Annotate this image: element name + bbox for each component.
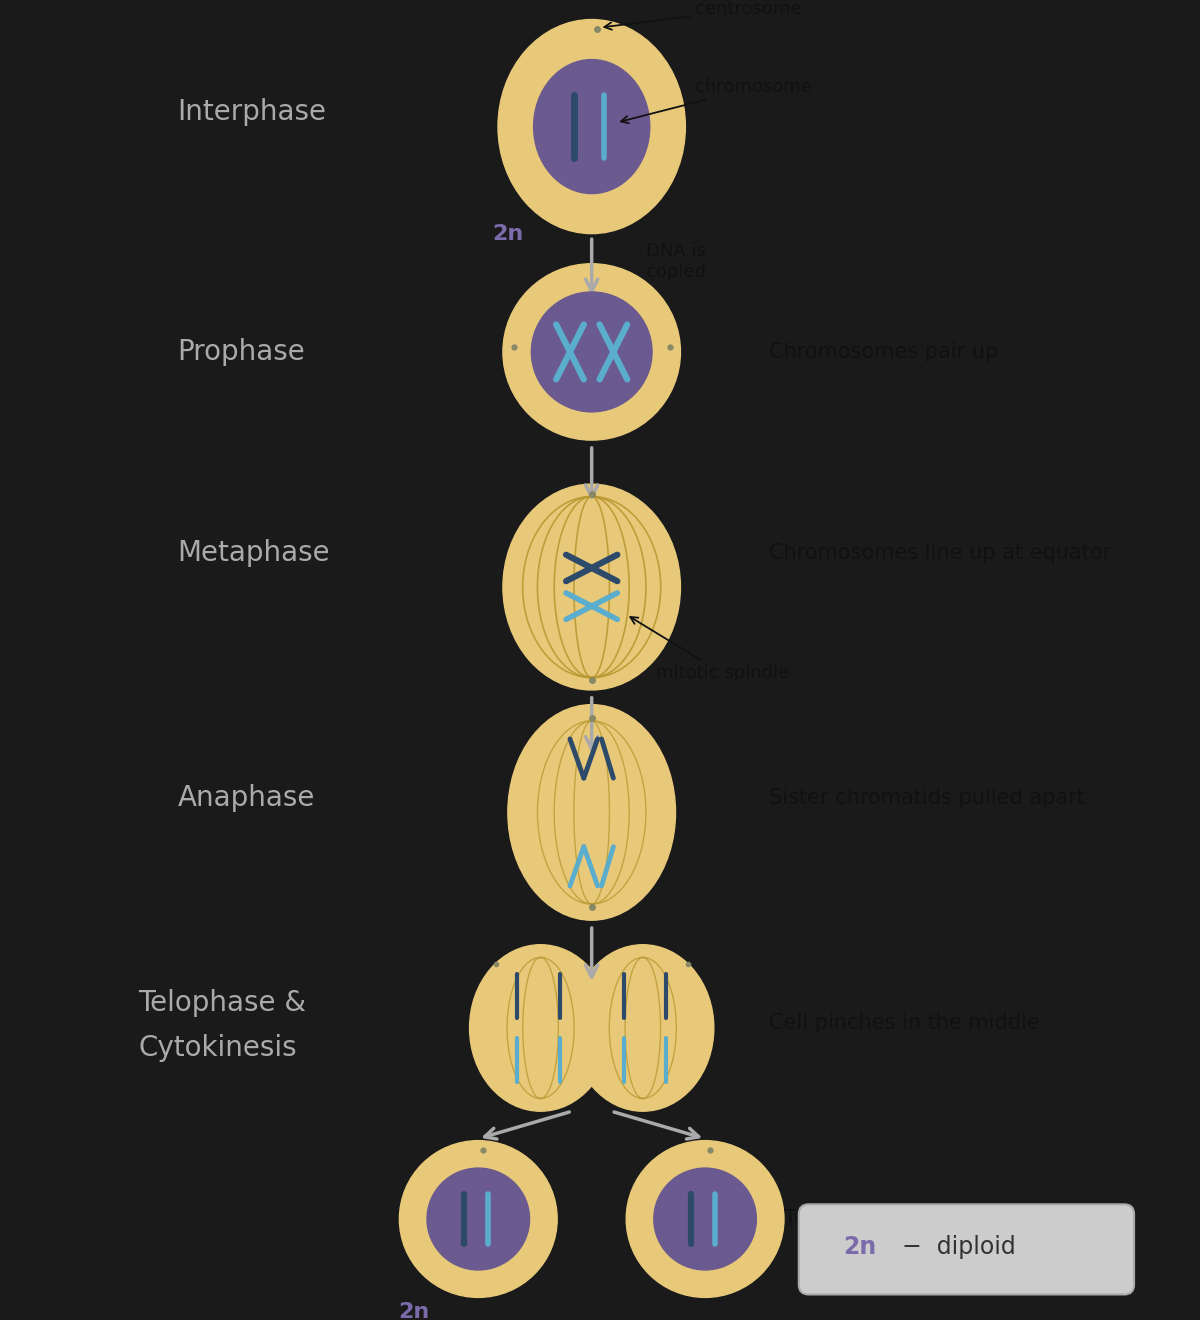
Ellipse shape [400, 1140, 557, 1298]
Text: Cytokinesis: Cytokinesis [138, 1034, 296, 1061]
Text: Cell pinches in the middle: Cell pinches in the middle [769, 1012, 1040, 1034]
Ellipse shape [534, 59, 649, 194]
Text: Prophase: Prophase [178, 338, 305, 366]
Ellipse shape [469, 945, 612, 1111]
Text: Telophase &: Telophase & [138, 990, 306, 1018]
Ellipse shape [626, 1140, 784, 1298]
Text: mitotic spindle: mitotic spindle [630, 616, 790, 682]
Text: Chromosomes line up at equator: Chromosomes line up at equator [769, 543, 1111, 562]
FancyBboxPatch shape [799, 1204, 1134, 1295]
Ellipse shape [654, 1168, 756, 1270]
Text: centrosome: centrosome [605, 0, 802, 30]
Ellipse shape [503, 484, 680, 690]
Ellipse shape [503, 264, 680, 440]
Text: Interphase: Interphase [178, 98, 326, 125]
Text: Chromosomes pair up: Chromosomes pair up [769, 342, 998, 362]
Text: Anaphase: Anaphase [178, 784, 314, 812]
Text: chromosome: chromosome [620, 78, 812, 123]
Ellipse shape [532, 292, 652, 412]
Text: Metaphase: Metaphase [178, 539, 330, 566]
Text: 2n: 2n [492, 224, 523, 244]
Text: DNA is
copied: DNA is copied [646, 243, 706, 281]
Ellipse shape [508, 705, 676, 920]
Ellipse shape [572, 945, 714, 1111]
Text: −  diploid: − diploid [902, 1236, 1016, 1259]
Text: 2n: 2n [844, 1236, 876, 1259]
Text: 2n: 2n [398, 1302, 430, 1320]
Text: Two identical daughter cells: Two identical daughter cells [784, 1209, 1074, 1229]
Ellipse shape [498, 20, 685, 234]
Text: Sister chromatids pulled apart: Sister chromatids pulled apart [769, 788, 1085, 808]
Ellipse shape [427, 1168, 529, 1270]
